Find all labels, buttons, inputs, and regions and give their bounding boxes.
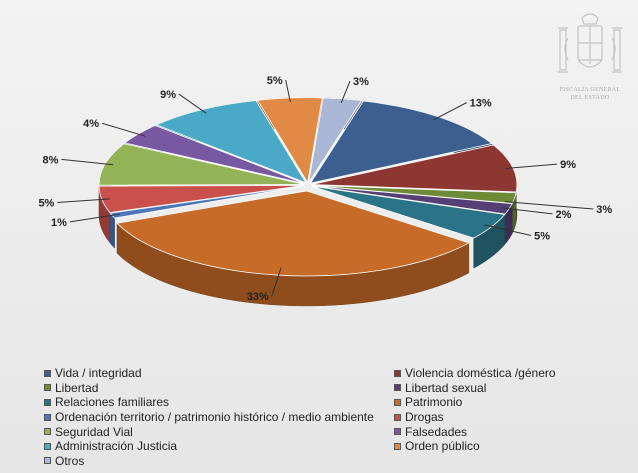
slice-leader-6 (271, 267, 282, 297)
legend-item: Administración Justicia (44, 439, 394, 454)
legend-label: Otros (55, 453, 85, 468)
legend-item: Orden público (394, 439, 604, 454)
pie-tops (98, 97, 518, 277)
institution-name: FISCALÍA GENERAL DEL ESTADO (552, 86, 628, 102)
legend-label: Administración Justicia (55, 439, 178, 454)
pie-labels: 3% 13% 9% 2% 5% 33% 1% 5% 8% 4% 9% 5% 3% (38, 75, 612, 303)
legend-label: Seguridad Vial (55, 424, 133, 439)
slice-leader-11 (178, 93, 207, 114)
institution-line-2: DEL ESTADO (570, 95, 610, 101)
legend-swatch-icon (394, 413, 401, 421)
legend-label: Ordenación territorio / patrimonio histó… (55, 410, 374, 425)
legend-swatch-icon (394, 369, 401, 377)
legend-label: Libertad sexual (405, 380, 487, 395)
pie-slice-1 (309, 100, 493, 184)
legend-item: Otros (44, 454, 394, 469)
institution-line-1: FISCALÍA GENERAL (559, 87, 621, 93)
pie-side-7 (109, 212, 115, 249)
slice-leader-4 (501, 207, 553, 215)
pie-slice-11 (155, 100, 307, 184)
slice-leader-12 (285, 79, 291, 103)
legend-label: Orden público (405, 439, 480, 454)
slice-label-2: 9% (560, 159, 576, 171)
legend-item: Falsedades (394, 424, 604, 439)
legend-label: Drogas (405, 410, 444, 425)
slice-label-5: 5% (534, 230, 550, 242)
legend-item: Libertad sexual (394, 381, 604, 396)
slice-leader-8 (57, 198, 110, 204)
legend-label: Libertad (55, 380, 99, 395)
slice-label-0: 3% (353, 76, 369, 88)
slice-leader-7 (69, 213, 120, 223)
slice-label-4: 2% (556, 209, 572, 221)
slice-leader-0 (340, 80, 351, 104)
legend-item: Patrimonio (394, 395, 604, 410)
pie-leaders (57, 79, 594, 297)
legend-label: Vida / integridad (55, 366, 142, 381)
extra-label-0: 3% (596, 204, 612, 216)
legend-swatch-icon (394, 428, 401, 436)
legend-item: Seguridad Vial (44, 424, 394, 439)
legend-swatch-icon (394, 384, 401, 392)
legend-label: Patrimonio (405, 395, 463, 410)
extra-leader-0 (504, 201, 594, 210)
slice-leader-9 (61, 158, 114, 166)
legend-swatch-icon (44, 398, 51, 406)
legend-swatch-icon (44, 369, 51, 377)
legend-swatch-icon (394, 442, 401, 450)
slice-label-11: 9% (160, 89, 176, 101)
legend-swatch-icon (394, 398, 401, 406)
slice-label-8: 5% (38, 198, 54, 210)
slice-label-7: 1% (51, 217, 67, 229)
slice-label-9: 8% (43, 154, 59, 166)
legend-item: Ordenación territorio / patrimonio histó… (44, 410, 394, 425)
slice-leader-2 (504, 163, 558, 170)
legend-label: Relaciones familiares (55, 395, 170, 410)
slice-leader-1 (433, 102, 467, 121)
slice-leader-10 (101, 122, 146, 137)
legend-swatch-icon (44, 457, 51, 465)
legend-swatch-icon (44, 384, 51, 392)
slice-label-1: 13% (470, 98, 492, 110)
legend-label: Violencia doméstica /género (405, 366, 556, 381)
legend-swatch-icon (44, 442, 51, 450)
legend-label: Falsedades (405, 424, 468, 439)
slice-label-12: 5% (267, 75, 283, 87)
legend-swatch-icon (44, 413, 51, 421)
legend-item: Relaciones familiares (44, 395, 394, 410)
legend-item: Libertad (44, 381, 394, 396)
coat-of-arms-icon (548, 8, 632, 108)
chart-legend: Vida / integridad Violencia doméstica /gé… (44, 366, 604, 468)
pie-slice-6 (116, 190, 470, 277)
legend-item: Drogas (394, 410, 604, 425)
slice-label-6: 33% (247, 291, 269, 303)
slice-label-10: 4% (83, 118, 99, 130)
slice-leader-5 (484, 224, 532, 236)
legend-item: Vida / integridad (44, 366, 394, 381)
legend-swatch-icon (44, 428, 51, 436)
legend-item: Violencia doméstica /género (394, 366, 604, 381)
